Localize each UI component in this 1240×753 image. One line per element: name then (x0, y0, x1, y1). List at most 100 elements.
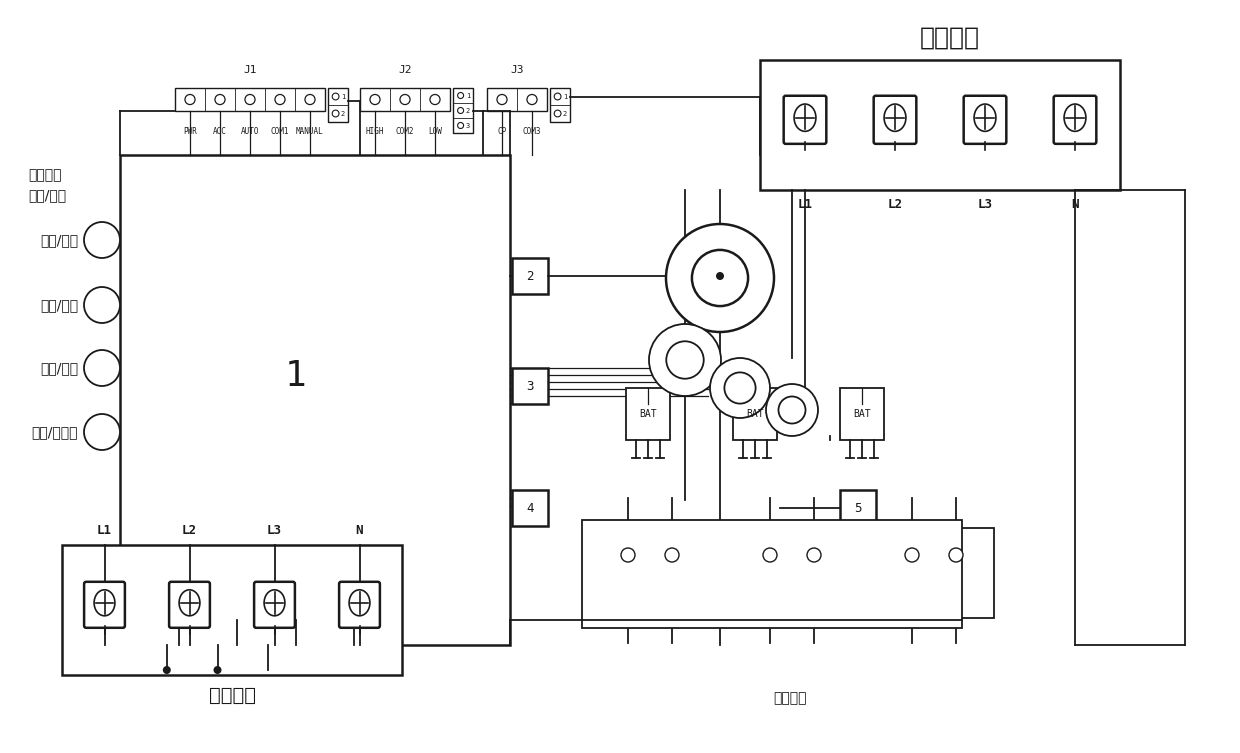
Text: L1: L1 (797, 197, 812, 211)
Text: 电源输入: 电源输入 (920, 26, 980, 50)
Text: HIGH: HIGH (366, 127, 384, 136)
Circle shape (332, 110, 339, 117)
Bar (732, 528, 852, 618)
FancyBboxPatch shape (1054, 96, 1096, 144)
Text: 输出控制: 输出控制 (774, 691, 807, 705)
Text: MANUAL: MANUAL (296, 127, 324, 136)
Bar (551, 88, 570, 122)
Bar (733, 388, 777, 440)
Text: 3: 3 (526, 380, 533, 392)
Circle shape (666, 224, 774, 332)
Text: 4: 4 (526, 501, 533, 514)
Ellipse shape (884, 104, 906, 131)
Circle shape (649, 324, 720, 396)
Text: L2: L2 (888, 197, 903, 211)
Text: BAT: BAT (746, 409, 764, 419)
Circle shape (621, 548, 635, 562)
Text: 过载/空载: 过载/空载 (40, 298, 78, 312)
Text: 3: 3 (466, 123, 470, 129)
Circle shape (497, 94, 507, 105)
FancyBboxPatch shape (254, 582, 295, 628)
Text: L3: L3 (977, 197, 992, 211)
Text: AUTO: AUTO (241, 127, 259, 136)
Circle shape (692, 250, 748, 306)
Text: 常亮/闪烁: 常亮/闪烁 (29, 188, 66, 202)
Bar (120, 155, 510, 645)
Text: N: N (356, 525, 363, 538)
Circle shape (763, 548, 777, 562)
Circle shape (84, 287, 120, 323)
Text: L3: L3 (267, 525, 281, 538)
Text: BAT: BAT (639, 409, 657, 419)
Text: 2: 2 (341, 111, 345, 117)
Bar (487, 88, 547, 111)
Bar (62, 545, 402, 675)
Bar (626, 388, 670, 440)
Circle shape (185, 94, 195, 105)
FancyBboxPatch shape (784, 96, 826, 144)
Ellipse shape (264, 590, 285, 616)
FancyBboxPatch shape (339, 582, 379, 628)
Text: N: N (1071, 197, 1079, 211)
Bar (360, 88, 450, 111)
Bar (839, 490, 875, 526)
Circle shape (84, 414, 120, 450)
Ellipse shape (975, 104, 996, 131)
Circle shape (711, 358, 770, 418)
Text: 2: 2 (563, 111, 567, 117)
Text: COM1: COM1 (270, 127, 289, 136)
Text: BAT: BAT (853, 409, 870, 419)
Circle shape (213, 666, 222, 674)
Circle shape (458, 108, 464, 114)
Bar (874, 528, 994, 618)
Text: 1: 1 (341, 93, 345, 99)
Circle shape (305, 94, 315, 105)
Text: 2: 2 (526, 270, 533, 282)
Circle shape (246, 94, 255, 105)
Circle shape (215, 94, 224, 105)
Circle shape (554, 110, 560, 117)
Circle shape (332, 93, 339, 100)
Circle shape (779, 397, 806, 423)
Bar (839, 388, 884, 440)
Text: COM2: COM2 (396, 127, 414, 136)
Text: 1: 1 (563, 93, 567, 99)
FancyBboxPatch shape (169, 582, 210, 628)
Ellipse shape (94, 590, 115, 616)
Ellipse shape (1064, 104, 1086, 131)
Circle shape (715, 272, 724, 280)
Circle shape (275, 94, 285, 105)
Text: LOW: LOW (428, 127, 441, 136)
Circle shape (162, 666, 171, 674)
Bar (760, 60, 1120, 190)
Bar (590, 528, 711, 618)
Circle shape (84, 350, 120, 386)
Text: CP: CP (497, 127, 507, 136)
Circle shape (807, 548, 821, 562)
Circle shape (554, 93, 560, 100)
Bar (512, 258, 548, 294)
Circle shape (766, 384, 818, 436)
Circle shape (527, 94, 537, 105)
Circle shape (665, 548, 680, 562)
Text: 1: 1 (466, 93, 470, 99)
Bar (453, 88, 472, 133)
Text: 1: 1 (285, 358, 306, 392)
Circle shape (84, 222, 120, 258)
Bar (512, 490, 548, 526)
Text: 短路/漏电: 短路/漏电 (40, 361, 78, 375)
Ellipse shape (794, 104, 816, 131)
Text: COM3: COM3 (523, 127, 541, 136)
Text: ACC: ACC (213, 127, 227, 136)
Circle shape (905, 548, 919, 562)
FancyBboxPatch shape (84, 582, 125, 628)
FancyBboxPatch shape (874, 96, 916, 144)
Ellipse shape (179, 590, 200, 616)
Text: 过压/欠压: 过压/欠压 (40, 233, 78, 247)
Text: 2: 2 (466, 108, 470, 114)
Bar (512, 368, 548, 404)
Text: 缺相/不平衡: 缺相/不平衡 (31, 425, 78, 439)
Circle shape (370, 94, 379, 105)
FancyBboxPatch shape (963, 96, 1007, 144)
Bar (582, 520, 962, 628)
